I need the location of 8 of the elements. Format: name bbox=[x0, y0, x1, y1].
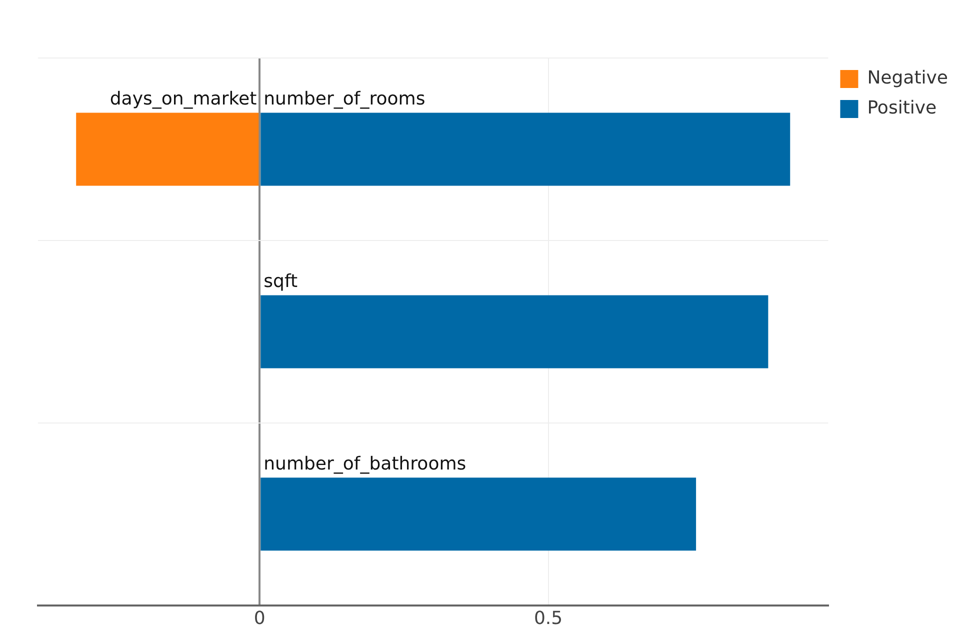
data-label: sqft bbox=[264, 270, 298, 292]
legend-label: Positive bbox=[867, 98, 937, 119]
legend-label: Negative bbox=[867, 68, 948, 89]
data-label: days_on_market bbox=[110, 88, 257, 110]
data-label: number_of_rooms bbox=[264, 88, 426, 110]
data-label: number_of_bathrooms bbox=[264, 453, 466, 474]
x-tick-label: 0 bbox=[254, 608, 266, 629]
x-tick-label: 0.5 bbox=[534, 608, 563, 629]
